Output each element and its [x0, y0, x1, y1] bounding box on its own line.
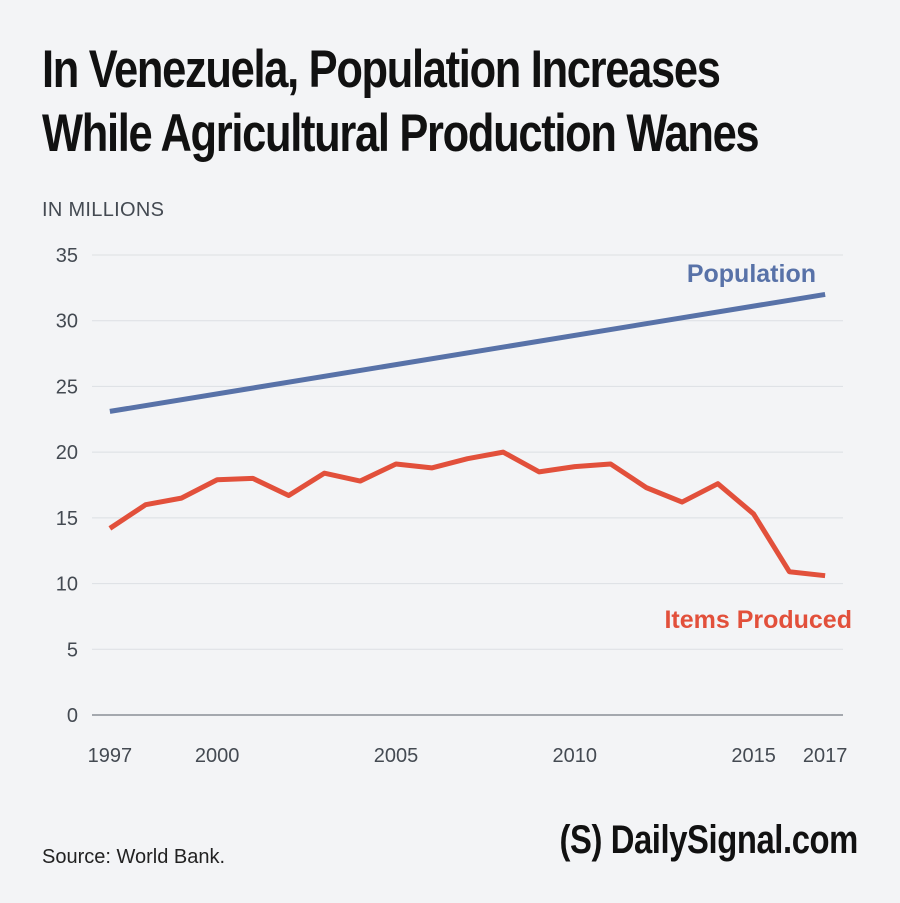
y-tick-label: 5 [67, 639, 78, 661]
source-note: Source: World Bank. [42, 846, 226, 868]
chart-title-line-1: In Venezuela, Population Increases [42, 40, 721, 99]
chart-title-line-2: While Agricultural Production Wanes [42, 104, 760, 163]
gridlines [92, 254, 843, 716]
series-label-population: Population [687, 260, 816, 288]
x-tick-label: 2010 [553, 745, 598, 767]
series-lines [108, 291, 826, 579]
x-tick-label: 2017 [803, 745, 848, 767]
chart-title: In Venezuela, Population Increases While… [42, 38, 760, 166]
x-tick-label: 2000 [195, 745, 240, 767]
y-tick-label: 0 [67, 705, 78, 727]
units-label: IN MILLIONS [42, 199, 165, 221]
series-labels: Population Items Produced [664, 260, 852, 634]
series-label-items-produced: Items Produced [664, 606, 852, 634]
y-tick-label: 15 [56, 508, 78, 530]
y-tick-label: 30 [56, 311, 78, 333]
y-tick-label: 25 [56, 376, 78, 398]
y-tick-label: 10 [56, 574, 78, 596]
x-tick-label: 2005 [374, 745, 419, 767]
y-tick-label: 20 [56, 442, 78, 464]
daily-signal-logo: (S) DailySignal.com [559, 818, 859, 862]
y-tick-label: 35 [56, 245, 78, 267]
series-line-items-produced [108, 449, 826, 579]
y-axis-ticks: 0 5 10 15 20 25 30 35 [56, 245, 78, 727]
series-line-population [109, 291, 826, 414]
x-axis-ticks: 1997 2000 2005 2010 2015 2017 [88, 745, 848, 767]
x-tick-label: 1997 [88, 745, 133, 767]
x-tick-label: 2015 [731, 745, 776, 767]
